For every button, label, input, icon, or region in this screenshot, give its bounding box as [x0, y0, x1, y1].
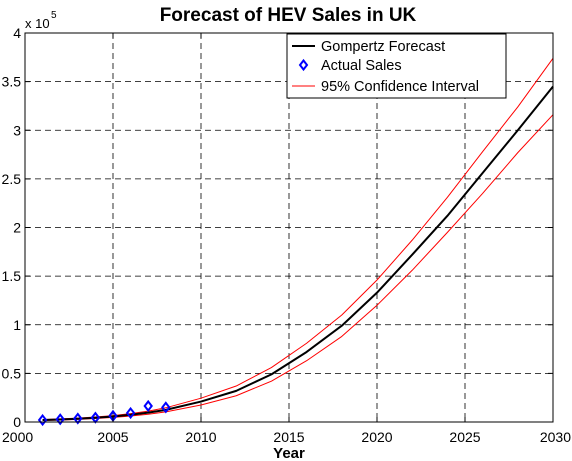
- legend: Gompertz Forecast Actual Sales 95% Confi…: [286, 33, 507, 99]
- y-multiplier-exponent: 5: [51, 10, 57, 21]
- y-tick-label: 0.5: [2, 365, 22, 381]
- x-tick-label: 2010: [185, 429, 216, 445]
- actual-sales-point: [125, 406, 136, 420]
- chart-title: Forecast of HEV Sales in UK: [160, 5, 417, 26]
- ticks: [24, 32, 554, 423]
- actual-sales-point: [161, 401, 171, 414]
- legend-swatch-actual-sales: [298, 58, 309, 72]
- x-tick-label: 2020: [361, 429, 392, 445]
- legend-label-actual-sales: Actual Sales: [321, 58, 402, 74]
- x-tick-label: 2025: [449, 429, 480, 445]
- y-tick-label: 1: [13, 317, 21, 333]
- y-tick-label: 4: [13, 25, 21, 41]
- legend-box: [286, 33, 507, 99]
- y-tick-label: 3.5: [2, 74, 22, 90]
- x-tick-label: 2000: [2, 429, 33, 445]
- actual-sales-point: [73, 412, 83, 425]
- x-axis-label: Year: [273, 445, 305, 461]
- actual-sales-point: [37, 413, 48, 427]
- x-tick-label: 2015: [273, 429, 304, 445]
- tick-labels: 2000 2005 2010 2015 2020 2025 2030 0 0.5 1 1.5 2 2.5…: [2, 25, 572, 445]
- y-tick-label: 2.5: [2, 171, 22, 187]
- actual-sales-point: [55, 413, 65, 426]
- y-tick-label: 0: [13, 414, 21, 430]
- series-layer: [37, 57, 554, 427]
- legend-label-confidence: 95% Confidence Interval: [321, 79, 479, 95]
- y-tick-label: 2: [13, 220, 21, 236]
- y-multiplier-base: x 10: [25, 16, 50, 31]
- actual-sales-point: [143, 399, 153, 413]
- y-tick-label: 1.5: [2, 268, 22, 284]
- legend-label-gompertz: Gompertz Forecast: [321, 39, 445, 55]
- gompertz-forecast-line: [42, 85, 554, 422]
- x-tick-label: 2030: [540, 429, 571, 445]
- x-tick-label: 2005: [97, 429, 128, 445]
- y-tick-label: 3: [13, 122, 21, 138]
